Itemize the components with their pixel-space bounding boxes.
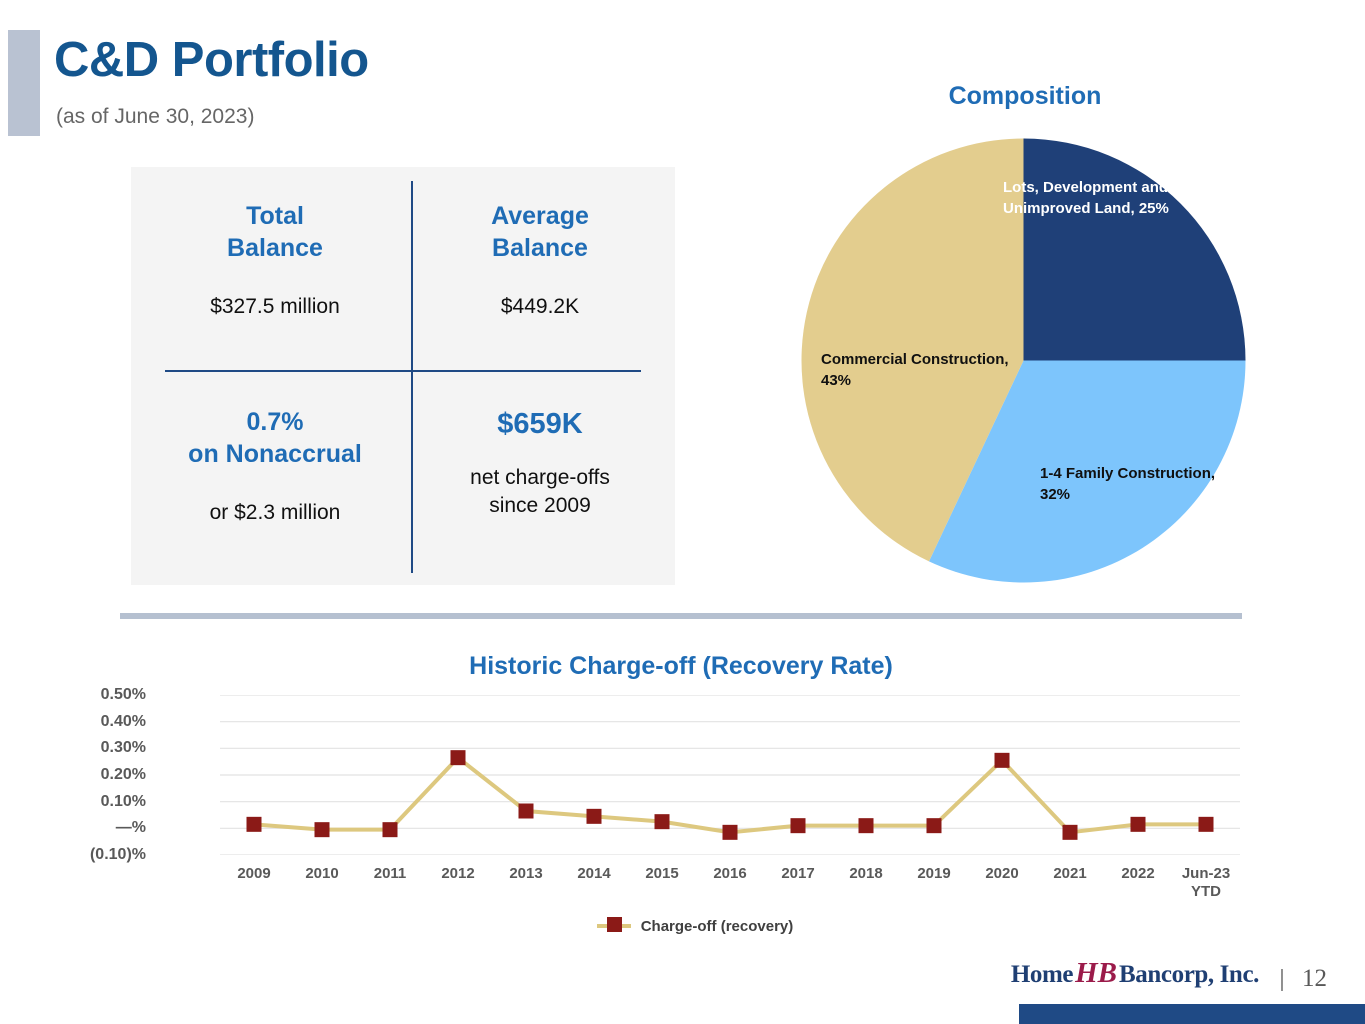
pie-slice-1 [928, 360, 1246, 583]
y-tick-label: —% [115, 819, 146, 837]
data-point-marker [1130, 816, 1146, 832]
stats-panel: Total Balance $327.5 million Average Bal… [131, 167, 675, 585]
stat-value-total-balance: $327.5 million [210, 294, 340, 318]
footer-separator: | [1279, 965, 1285, 991]
pie-slice-0 [1023, 138, 1246, 361]
x-tick-label: 2013 [509, 865, 543, 882]
logo-hb-icon: HB [1075, 957, 1118, 989]
stat-cell-total-balance: Total Balance $327.5 million [141, 201, 409, 320]
data-point-marker [518, 803, 534, 819]
stat-label-average-balance: Average Balance [415, 201, 665, 265]
accent-bar [8, 30, 40, 136]
legend-label-chargeoff: Charge-off (recovery) [640, 917, 794, 935]
pie-label-1-4-family-construction: 1-4 Family Construction, 32% [1040, 465, 1216, 503]
x-tick-label: 2022 [1121, 865, 1155, 882]
x-tick-label: 2021 [1053, 865, 1087, 882]
stat-cell-average-balance: Average Balance $449.2K [415, 201, 665, 320]
data-point-marker [790, 818, 806, 834]
stat-cell-nonaccrual: 0.7% on Nonaccrual or $2.3 million [141, 407, 409, 526]
composition-chart-title: Composition [948, 82, 1102, 110]
data-point-marker [586, 808, 602, 824]
stat-label-net-chargeoffs: net charge-offs since 2009 [415, 464, 665, 521]
y-tick-label: (0.10)% [89, 846, 146, 863]
line-svg [220, 695, 1240, 855]
pie-slice-2 [801, 138, 1024, 562]
pie-label-lots: Lots, Development and Unimproved Land, 2… [1003, 179, 1169, 217]
data-point-marker [722, 824, 738, 840]
stat-value-nonaccrual-pct: 0.7% [246, 408, 304, 436]
pie-label-commercial-construction: Commercial Construction, 43% [821, 351, 1009, 389]
stat-label-net-chargeoffs-line1: net charge-offs [470, 465, 610, 489]
historic-chargeoff-chart-title: Historic Charge-off (Recovery Rate) [469, 652, 893, 680]
logo-text-bancorp: Bancorp, Inc. [1119, 961, 1259, 988]
x-tick-label: 2012 [441, 865, 475, 882]
page-title: C&D Portfolio [54, 33, 369, 87]
stat-label-nonaccrual-text: on Nonaccrual [188, 439, 362, 468]
stat-label-average-balance-line1: Average [491, 202, 589, 230]
y-tick-label: 0.40% [100, 712, 146, 730]
page-subtitle: (as of June 30, 2023) [56, 105, 255, 128]
stat-cell-net-chargeoffs: $659K net charge-offs since 2009 [415, 407, 665, 520]
data-point-marker [1062, 824, 1078, 840]
x-tick-label: 2019 [917, 865, 951, 882]
stat-label-nonaccrual: 0.7% on Nonaccrual [141, 407, 409, 471]
legend-marker-icon [596, 917, 631, 933]
composition-pie-chart [796, 133, 1251, 588]
x-tick-label: 2014 [577, 865, 611, 882]
line-plot-area [220, 695, 1240, 855]
data-point-marker [926, 818, 942, 834]
x-tick-label: Jun-23 YTD [1181, 865, 1231, 900]
x-tick-label: 2018 [849, 865, 883, 882]
data-point-marker [654, 814, 670, 830]
x-tick-label: 2011 [373, 865, 407, 882]
data-point-marker [858, 818, 874, 834]
stat-label-net-chargeoffs-line2: since 2009 [489, 494, 591, 518]
data-point-marker [994, 752, 1010, 768]
company-logo: Home HB Bancorp, Inc. [1010, 957, 1260, 990]
stats-horizontal-divider [165, 370, 641, 372]
data-point-marker [450, 750, 466, 766]
x-tick-label: 2015 [645, 865, 679, 882]
data-point-marker [314, 822, 330, 838]
stat-value-nonaccrual-amount: or $2.3 million [209, 500, 341, 524]
section-divider [120, 613, 1242, 619]
data-point-marker [382, 822, 398, 838]
data-point-marker [246, 816, 262, 832]
y-tick-label: 0.20% [100, 766, 146, 783]
y-tick-label: 0.50% [100, 686, 146, 703]
x-tick-label: 2009 [237, 865, 271, 882]
x-tick-label: 2020 [985, 865, 1019, 882]
x-tick-label: 2017 [781, 865, 815, 882]
page-number: 12 [1302, 965, 1327, 992]
stat-label-total-balance-line1: Total [246, 202, 304, 230]
historic-chargeoff-chart: 0.50% 0.40% 0.30% 0.20% 0.10% —% (0.10)% 2009 2… [90, 686, 1260, 945]
stat-value-net-chargeoffs: $659K [497, 408, 583, 440]
x-tick-label: 2010 [305, 865, 339, 882]
stat-label-total-balance-line2: Balance [227, 233, 323, 262]
y-tick-label: 0.10% [100, 792, 146, 810]
stat-label-total-balance: Total Balance [141, 201, 409, 265]
stats-vertical-divider [411, 181, 413, 573]
y-tick-label: 0.30% [100, 739, 146, 757]
x-tick-label: 2016 [713, 865, 747, 882]
stat-label-average-balance-line2: Balance [492, 233, 588, 262]
pie-svg [801, 138, 1246, 583]
footer-bar [1019, 1004, 1365, 1024]
data-point-marker [1198, 816, 1214, 832]
chart-legend: Charge-off (recovery) [130, 917, 1260, 935]
stat-value-average-balance: $449.2K [500, 294, 580, 318]
logo-text-home: Home [1010, 961, 1074, 988]
